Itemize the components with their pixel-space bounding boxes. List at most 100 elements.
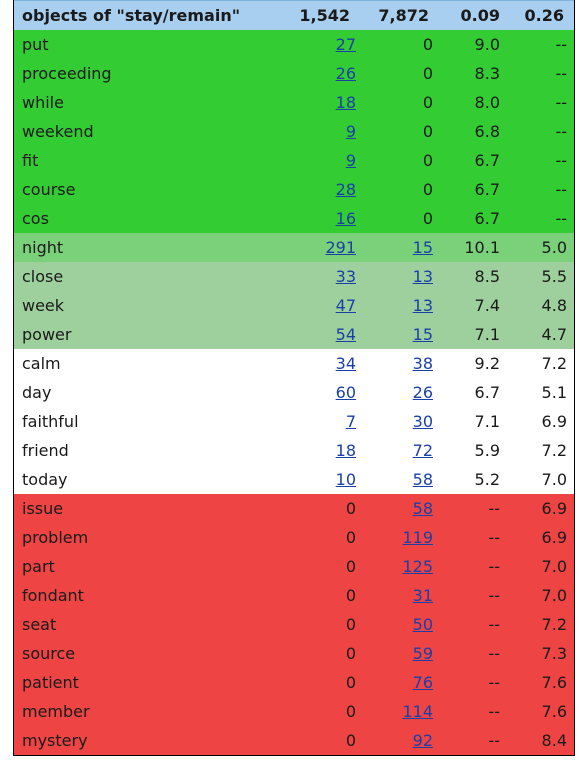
score-1-value: -- (488, 702, 500, 721)
score-2-value: -- (555, 209, 567, 228)
score-2-value: 7.0 (541, 557, 567, 576)
row-word: cos (22, 209, 49, 228)
row-word: proceeding (22, 64, 112, 83)
count-2-link[interactable]: 59 (412, 644, 433, 663)
count-1-link[interactable]: 10 (335, 470, 356, 489)
row-word: friend (22, 441, 69, 460)
count-1-link[interactable]: 18 (335, 93, 356, 112)
count-2-link[interactable]: 50 (412, 615, 433, 634)
header-total-1: 1,542 (299, 6, 350, 25)
count-2-link[interactable]: 58 (412, 499, 433, 518)
row-word: night (22, 238, 64, 257)
count-2-link[interactable]: 114 (402, 702, 433, 721)
count-1-link[interactable]: 18 (335, 441, 356, 460)
score-1-value: -- (488, 557, 500, 576)
score-1-value: 5.2 (474, 470, 500, 489)
count-1-value: 0 (345, 528, 356, 547)
row-word: issue (22, 499, 64, 518)
count-2-value: 0 (422, 122, 433, 141)
score-2-value: 7.2 (541, 441, 567, 460)
score-2-value: -- (555, 64, 567, 83)
count-1-value: 0 (345, 586, 356, 605)
header-score-2: 0.26 (524, 6, 564, 25)
header-total-2: 7,872 (378, 6, 429, 25)
count-1-link[interactable]: 60 (335, 383, 356, 402)
table-row: proceeding 26 0 8.3 -- (14, 59, 574, 88)
count-1-link[interactable]: 9 (345, 151, 356, 170)
table-body: put 27 0 9.0 -- proceeding 26 0 8.3 -- while 18 0 8.0… (14, 30, 574, 755)
row-word: power (22, 325, 72, 344)
score-1-value: -- (488, 528, 500, 547)
table-row: put 27 0 9.0 -- (14, 30, 574, 59)
sketch-diff-table: objects of "stay/remain" 1,542 7,872 0.0… (13, 0, 575, 756)
header-score-1: 0.09 (460, 6, 500, 25)
row-word: put (22, 35, 49, 54)
score-2-value: -- (555, 180, 567, 199)
table-row: power 54 15 7.1 4.7 (14, 320, 574, 349)
table-row: issue 0 58 -- 6.9 (14, 494, 574, 523)
count-2-link[interactable]: 26 (412, 383, 433, 402)
count-2-link[interactable]: 72 (412, 441, 433, 460)
table-row: cos 16 0 6.7 -- (14, 204, 574, 233)
score-2-value: 6.9 (541, 528, 567, 547)
row-word: week (22, 296, 65, 315)
count-1-link[interactable]: 28 (335, 180, 356, 199)
score-1-value: 7.1 (474, 412, 500, 431)
score-1-value: 6.7 (474, 180, 500, 199)
score-2-value: 7.0 (541, 586, 567, 605)
count-2-link[interactable]: 58 (412, 470, 433, 489)
table-row: close 33 13 8.5 5.5 (14, 262, 574, 291)
count-1-link[interactable]: 34 (335, 354, 356, 373)
count-2-link[interactable]: 15 (412, 238, 433, 257)
count-1-link[interactable]: 26 (335, 64, 356, 83)
count-2-link[interactable]: 92 (412, 731, 433, 750)
count-2-link[interactable]: 31 (412, 586, 433, 605)
count-2-value: 0 (422, 180, 433, 199)
count-1-link[interactable]: 54 (335, 325, 356, 344)
count-1-link[interactable]: 33 (335, 267, 356, 286)
count-2-link[interactable]: 119 (402, 528, 433, 547)
score-1-value: 7.1 (474, 325, 500, 344)
count-1-link[interactable]: 9 (345, 122, 356, 141)
count-1-link[interactable]: 291 (325, 238, 356, 257)
score-2-value: 7.2 (541, 615, 567, 634)
score-2-value: 8.4 (541, 731, 567, 750)
row-word: while (22, 93, 64, 112)
score-2-value: -- (555, 93, 567, 112)
row-word: faithful (22, 412, 79, 431)
count-2-link[interactable]: 15 (412, 325, 433, 344)
score-2-value: 7.6 (541, 702, 567, 721)
count-1-link[interactable]: 16 (335, 209, 356, 228)
count-2-link[interactable]: 13 (412, 296, 433, 315)
score-1-value: 9.2 (474, 354, 500, 373)
score-1-value: 9.0 (474, 35, 500, 54)
row-word: patient (22, 673, 79, 692)
count-2-link[interactable]: 125 (402, 557, 433, 576)
count-1-value: 0 (345, 557, 356, 576)
count-2-link[interactable]: 38 (412, 354, 433, 373)
score-2-value: 7.0 (541, 470, 567, 489)
table-header: objects of "stay/remain" 1,542 7,872 0.0… (14, 0, 574, 30)
count-2-link[interactable]: 30 (412, 412, 433, 431)
count-1-link[interactable]: 47 (335, 296, 356, 315)
score-2-value: 5.5 (541, 267, 567, 286)
count-2-link[interactable]: 13 (412, 267, 433, 286)
table-row: fit 9 0 6.7 -- (14, 146, 574, 175)
score-1-value: 7.4 (474, 296, 500, 315)
table-row: weekend 9 0 6.8 -- (14, 117, 574, 146)
row-word: close (22, 267, 64, 286)
row-word: weekend (22, 122, 94, 141)
score-1-value: 6.7 (474, 383, 500, 402)
table-row: week 47 13 7.4 4.8 (14, 291, 574, 320)
score-1-value: 5.9 (474, 441, 500, 460)
table-row: day 60 26 6.7 5.1 (14, 378, 574, 407)
row-word: fit (22, 151, 39, 170)
row-word: source (22, 644, 76, 663)
table-row: while 18 0 8.0 -- (14, 88, 574, 117)
count-1-link[interactable]: 27 (335, 35, 356, 54)
score-2-value: 4.8 (541, 296, 567, 315)
table-row: faithful 7 30 7.1 6.9 (14, 407, 574, 436)
count-1-link[interactable]: 7 (345, 412, 356, 431)
count-2-link[interactable]: 76 (412, 673, 433, 692)
score-2-value: 6.9 (541, 412, 567, 431)
